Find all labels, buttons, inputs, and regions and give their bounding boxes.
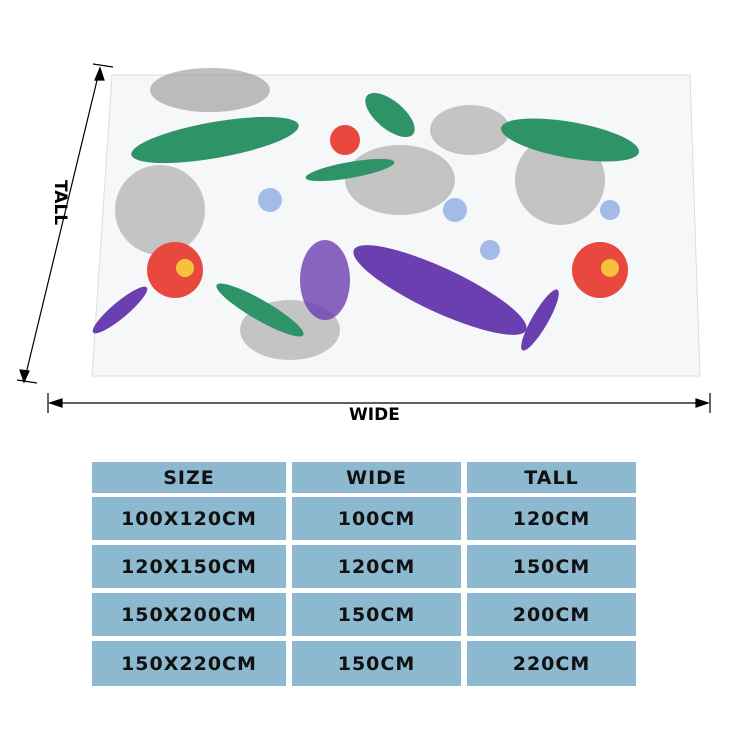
- table-cell: 100CM: [292, 497, 461, 540]
- table-cell: 150X200CM: [92, 593, 286, 636]
- table-cell: 220CM: [467, 641, 636, 686]
- dimension-arrows: [16, 63, 711, 413]
- red-flowers: [147, 125, 628, 298]
- wide-label: WIDE: [349, 405, 400, 425]
- purple-ferns: [92, 240, 559, 351]
- table-cell: 120CM: [467, 497, 636, 540]
- green-ferns: [131, 92, 640, 337]
- table-cell: 100X120CM: [92, 497, 286, 540]
- header-tall: TALL: [467, 462, 636, 493]
- table-cell: 120X150CM: [92, 545, 286, 588]
- header-size: SIZE: [92, 462, 286, 493]
- header-wide: WIDE: [292, 462, 461, 493]
- tall-label: TALL: [50, 180, 70, 226]
- table-cell: 150CM: [292, 593, 461, 636]
- table-cell: 150CM: [467, 545, 636, 588]
- table-cell: 150CM: [292, 641, 461, 686]
- blue-flowers: [258, 188, 620, 260]
- table-cell: 150X220CM: [92, 641, 286, 686]
- table-cell: 200CM: [467, 593, 636, 636]
- table-cell: 120CM: [292, 545, 461, 588]
